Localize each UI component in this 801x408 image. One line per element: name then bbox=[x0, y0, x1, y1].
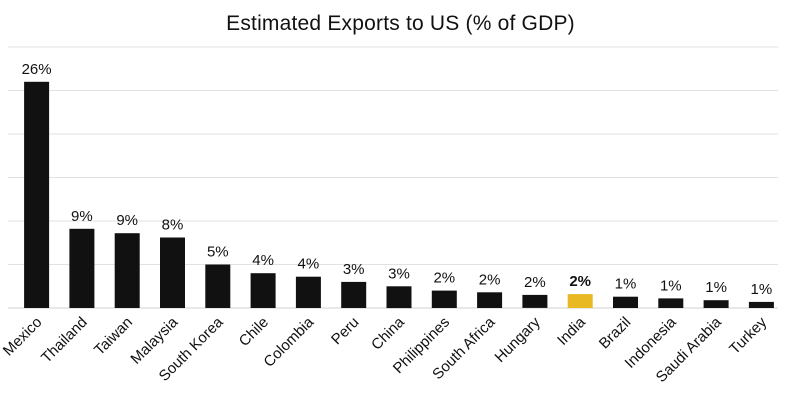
bar-south-korea bbox=[205, 264, 231, 308]
value-labels: 26% 9% 9% 8% 5% 4% 4% 3% 3% 2% 2% 2% 2% 1% 1% 1% 1% bbox=[22, 61, 773, 298]
bar-india bbox=[567, 294, 593, 308]
value-label-south-africa: 2% bbox=[479, 271, 501, 288]
bar-indonesia bbox=[658, 298, 684, 308]
value-label-peru: 3% bbox=[343, 261, 365, 278]
bar-colombia bbox=[295, 276, 321, 308]
category-label-thailand: Thailand bbox=[38, 314, 91, 367]
value-label-philippines: 2% bbox=[433, 270, 455, 287]
value-label-china: 3% bbox=[388, 265, 410, 282]
bars bbox=[24, 81, 774, 309]
bar-turkey bbox=[748, 301, 774, 308]
value-label-south-korea: 5% bbox=[207, 244, 229, 261]
bar-malaysia bbox=[160, 237, 185, 308]
bar-saudi-arabia bbox=[703, 300, 729, 308]
value-label-chile: 4% bbox=[252, 252, 274, 269]
value-label-taiwan: 9% bbox=[116, 212, 138, 229]
category-label-colombia: Colombia bbox=[260, 313, 317, 370]
value-label-brazil: 1% bbox=[615, 276, 637, 293]
value-label-thailand: 9% bbox=[71, 208, 93, 225]
value-label-hungary: 2% bbox=[524, 274, 546, 291]
bar-taiwan bbox=[114, 233, 140, 308]
bar-thailand bbox=[69, 228, 95, 308]
bar-mexico bbox=[24, 81, 50, 308]
category-label-india: India bbox=[554, 313, 589, 348]
gridlines bbox=[8, 46, 778, 309]
bar-chile bbox=[250, 273, 276, 308]
value-label-mexico: 26% bbox=[22, 61, 52, 78]
bar-hungary bbox=[522, 294, 548, 308]
category-label-brazil: Brazil bbox=[596, 314, 635, 353]
bar-peru bbox=[341, 281, 367, 308]
category-label-turkey: Turkey bbox=[726, 313, 770, 357]
value-label-turkey: 1% bbox=[751, 281, 773, 298]
category-label-peru: Peru bbox=[328, 314, 362, 348]
category-label-chile: Chile bbox=[236, 314, 272, 350]
chart-title: Estimated Exports to US (% of GDP) bbox=[226, 12, 575, 35]
bar-china bbox=[386, 286, 412, 309]
value-label-malaysia: 8% bbox=[162, 217, 184, 234]
bar-brazil bbox=[613, 296, 638, 308]
category-label-taiwan: Taiwan bbox=[91, 314, 136, 359]
value-label-colombia: 4% bbox=[298, 256, 320, 273]
value-label-indonesia: 1% bbox=[660, 277, 682, 294]
category-label-china: China bbox=[368, 313, 408, 353]
bar-philippines bbox=[431, 290, 457, 308]
category-label-hungary: Hungary bbox=[492, 313, 544, 365]
bar-south-africa bbox=[477, 292, 503, 308]
value-label-india: 2% bbox=[569, 273, 591, 290]
value-label-saudi-arabia: 1% bbox=[705, 279, 727, 296]
